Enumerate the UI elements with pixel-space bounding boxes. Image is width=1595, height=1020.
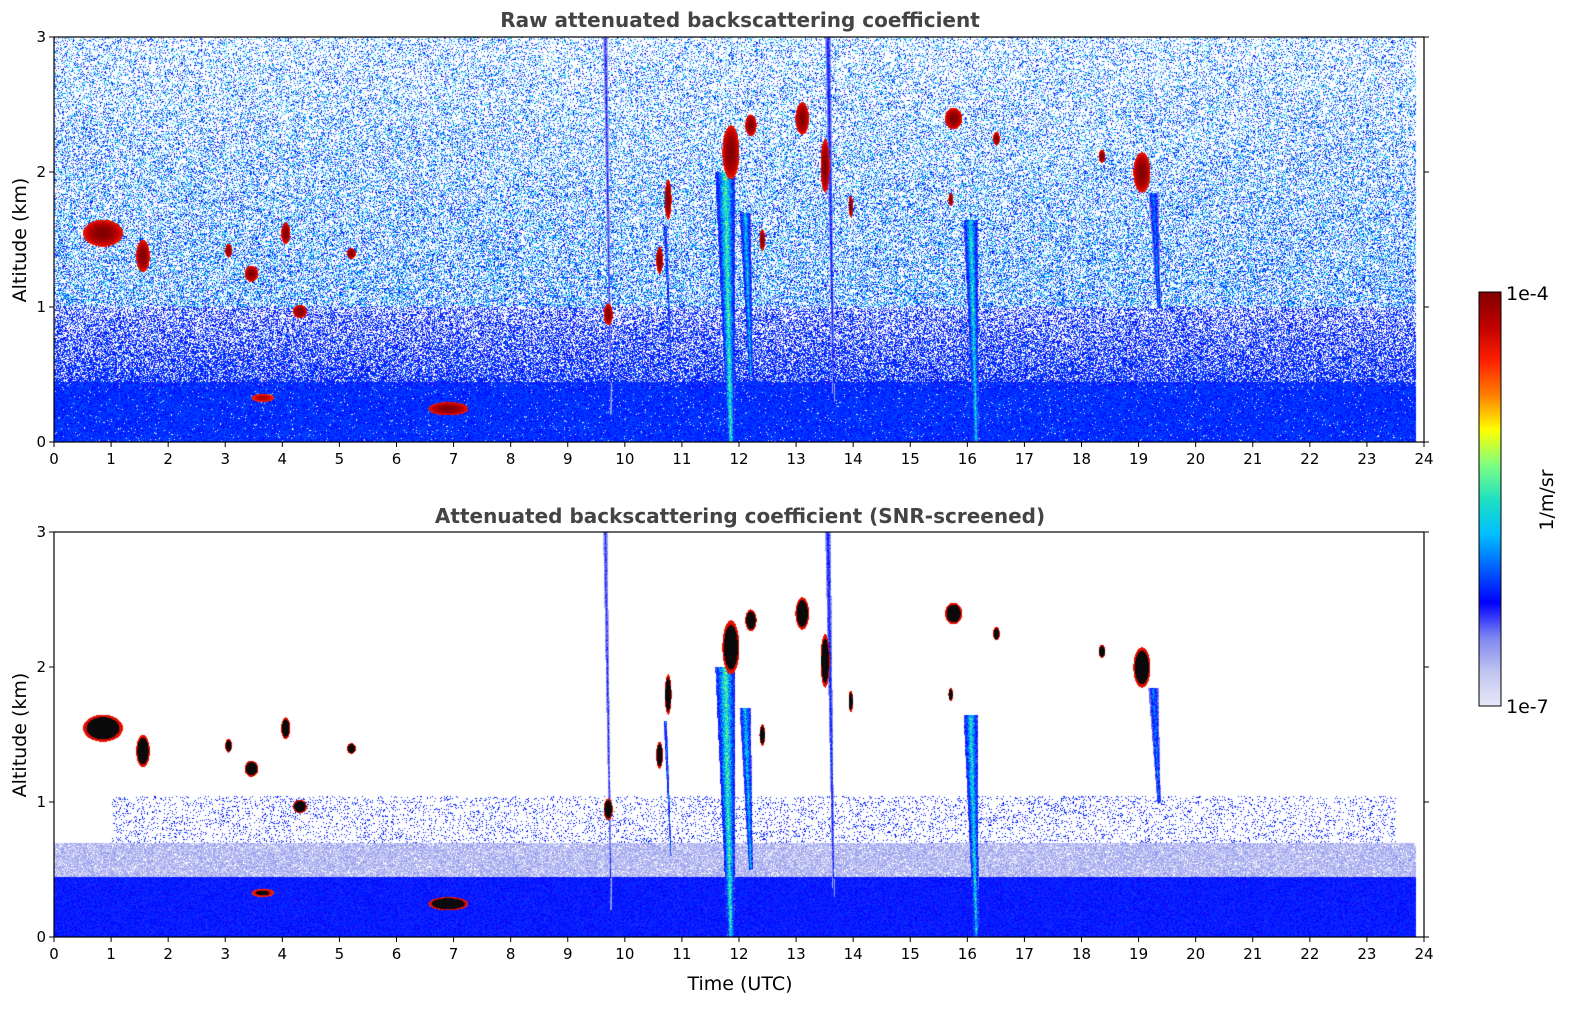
x-tick-label: 18 <box>1072 945 1091 963</box>
x-tick-label: 11 <box>672 450 691 468</box>
x-tick-label: 6 <box>392 945 402 963</box>
x-tick-label: 15 <box>901 450 920 468</box>
x-tick-label: 5 <box>335 450 345 468</box>
panel-title: Raw attenuated backscattering coefficien… <box>500 8 980 32</box>
y-tick-label: 2 <box>36 658 46 676</box>
x-tick-label: 0 <box>49 945 59 963</box>
x-tick-label: 23 <box>1357 450 1376 468</box>
x-tick-label: 2 <box>163 450 173 468</box>
panel-title: Attenuated backscattering coefficient (S… <box>435 504 1045 528</box>
axis-ticks: 0 1 2 3 4 5 6 7 8 9 10 11 12 13 14 15 16 17 18 19 20 21 22 23 24… <box>36 523 1433 963</box>
x-tick-label: 14 <box>844 945 863 963</box>
x-tick-label: 17 <box>1015 450 1034 468</box>
x-tick-label: 18 <box>1072 450 1091 468</box>
x-tick-label: 0 <box>49 450 59 468</box>
x-tick-label: 6 <box>392 450 402 468</box>
x-tick-label: 3 <box>220 450 230 468</box>
x-tick-label: 9 <box>563 450 573 468</box>
x-tick-label: 5 <box>335 945 345 963</box>
x-tick-label: 16 <box>958 450 977 468</box>
x-tick-label: 16 <box>958 945 977 963</box>
y-tick-label: 0 <box>36 433 46 451</box>
heatmap-raw <box>54 37 1424 442</box>
x-tick-label: 8 <box>506 450 516 468</box>
y-tick-label: 1 <box>36 793 46 811</box>
x-tick-label: 21 <box>1243 450 1262 468</box>
x-tick-label: 24 <box>1414 945 1433 963</box>
x-tick-label: 7 <box>449 945 459 963</box>
x-tick-label: 8 <box>506 945 516 963</box>
x-tick-label: 20 <box>1186 450 1205 468</box>
x-tick-label: 19 <box>1129 945 1148 963</box>
y-axis-label: Altitude (km) <box>9 673 31 798</box>
heatmap-screened <box>54 532 1424 937</box>
y-axis-label: Altitude (km) <box>9 178 31 303</box>
x-tick-label: 20 <box>1186 945 1205 963</box>
x-tick-label: 10 <box>615 450 634 468</box>
y-tick-label: 3 <box>36 523 46 541</box>
x-tick-label: 17 <box>1015 945 1034 963</box>
y-tick-label: 3 <box>36 28 46 46</box>
x-tick-label: 22 <box>1300 450 1319 468</box>
colorbar-max-label: 1e-4 <box>1506 283 1549 305</box>
x-tick-label: 14 <box>844 450 863 468</box>
panel-screened-backscatter: Attenuated backscattering coefficient (S… <box>9 504 1434 995</box>
x-tick-label: 4 <box>278 945 288 963</box>
y-tick-label: 0 <box>36 928 46 946</box>
x-tick-label: 11 <box>672 945 691 963</box>
x-tick-label: 22 <box>1300 945 1319 963</box>
x-tick-label: 13 <box>787 450 806 468</box>
y-tick-label: 2 <box>36 163 46 181</box>
x-tick-label: 1 <box>106 945 116 963</box>
x-tick-label: 1 <box>106 450 116 468</box>
x-tick-label: 7 <box>449 450 459 468</box>
x-tick-label: 12 <box>729 945 748 963</box>
colorbar-gradient <box>1478 291 1502 707</box>
x-tick-label: 12 <box>729 450 748 468</box>
x-tick-label: 4 <box>278 450 288 468</box>
x-tick-label: 23 <box>1357 945 1376 963</box>
x-axis-label: Time (UTC) <box>686 973 792 995</box>
x-tick-label: 24 <box>1414 450 1433 468</box>
x-tick-label: 2 <box>163 945 173 963</box>
panel-raw-backscatter: Raw attenuated backscattering coefficien… <box>9 8 1434 468</box>
x-tick-label: 9 <box>563 945 573 963</box>
x-tick-label: 13 <box>787 945 806 963</box>
x-tick-label: 19 <box>1129 450 1148 468</box>
axis-ticks: 0 1 2 3 4 5 6 7 8 9 10 11 12 13 14 15 16 17 18 19 20 21 22 23 24… <box>36 28 1433 468</box>
x-tick-label: 3 <box>220 945 230 963</box>
colorbar-min-label: 1e-7 <box>1506 696 1549 718</box>
x-tick-label: 10 <box>615 945 634 963</box>
y-tick-label: 1 <box>36 298 46 316</box>
x-tick-label: 21 <box>1243 945 1262 963</box>
colorbar: 1e-4 1e-7 1/m/sr <box>1478 283 1558 718</box>
colorbar-unit-label: 1/m/sr <box>1536 469 1558 530</box>
x-tick-label: 15 <box>901 945 920 963</box>
